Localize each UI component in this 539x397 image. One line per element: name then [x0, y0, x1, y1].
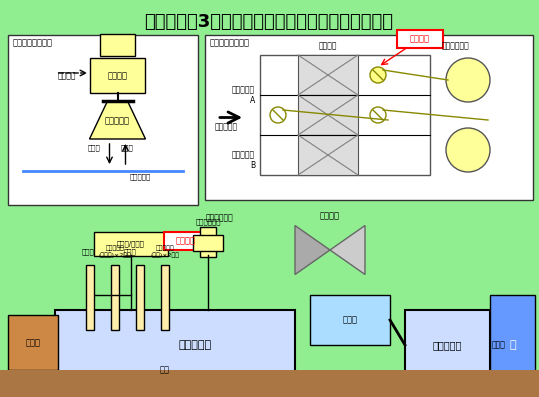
Text: 受信波: 受信波 [121, 144, 133, 150]
Text: 冷却槽: 冷却槽 [342, 316, 357, 324]
Bar [8, 315, 58, 370]
Polygon shape [89, 101, 146, 139]
Text: 水面で反射: 水面で反射 [129, 173, 151, 179]
Text: タービン: タービン [320, 211, 340, 220]
Text: 流水: 流水 [160, 366, 170, 374]
Text: 除塵装置: 除塵装置 [319, 41, 337, 50]
Text: アンテナ部: アンテナ部 [105, 116, 130, 125]
Bar [298, 55, 358, 95]
FancyBboxPatch shape [164, 232, 208, 250]
Text: 水位検出器概要図: 水位検出器概要図 [13, 38, 53, 47]
Bar [55, 310, 295, 380]
Text: 水位検出器
(共有)×2系統: 水位検出器 (共有)×2系統 [150, 246, 179, 258]
Circle shape [270, 107, 286, 123]
Bar [298, 95, 358, 135]
Circle shape [370, 107, 386, 123]
FancyBboxPatch shape [94, 232, 168, 256]
Bar [193, 235, 223, 251]
Text: 循環水ポンプ: 循環水ポンプ [441, 41, 469, 50]
Text: 放水ピット: 放水ピット [433, 340, 462, 350]
Bar [136, 265, 144, 330]
Text: 水位検出器
(上流側)×2系統: 水位検出器 (上流側)×2系統 [99, 246, 132, 258]
Text: 変換器/記録計: 変換器/記録計 [117, 241, 145, 247]
FancyBboxPatch shape [397, 30, 443, 48]
Text: 取水ピット
A: 取水ピット A [232, 85, 255, 105]
Text: 防虫器: 防虫器 [81, 249, 94, 255]
Bar [200, 227, 216, 257]
FancyBboxPatch shape [90, 58, 145, 93]
Text: 取水ピット
B: 取水ピット B [232, 150, 255, 170]
FancyBboxPatch shape [8, 35, 198, 205]
Circle shape [446, 128, 490, 172]
Text: 伊方発電所3号機　取水ピット水位計まわり概略図: 伊方発電所3号機 取水ピット水位計まわり概略図 [144, 13, 393, 31]
Text: 着護水ポンプ: 着護水ポンプ [195, 218, 221, 225]
Text: 着護水ポンプ: 着護水ポンプ [206, 213, 234, 222]
Text: 整合器: 整合器 [123, 249, 136, 255]
Bar [111, 265, 119, 330]
Text: 当該箇所: 当該箇所 [176, 237, 196, 245]
Text: 送信波: 送信波 [87, 144, 100, 150]
Bar [0, 215, 539, 397]
Text: 取水ピット: 取水ピット [178, 340, 212, 350]
Text: アンプ部: アンプ部 [107, 71, 128, 80]
Bar [310, 295, 390, 345]
Bar [405, 310, 490, 380]
Bar [0, 370, 539, 397]
Bar [298, 135, 358, 175]
Circle shape [446, 58, 490, 102]
Bar [490, 295, 535, 395]
Polygon shape [295, 225, 330, 274]
FancyBboxPatch shape [205, 35, 533, 200]
Text: 取水ピット平面図: 取水ピット平面図 [210, 38, 250, 47]
Text: 取水口: 取水口 [25, 338, 40, 347]
Text: 放流口: 放流口 [492, 341, 506, 349]
Text: 当該箇所: 当該箇所 [410, 35, 430, 44]
Bar [260, 55, 430, 175]
Bar [161, 265, 169, 330]
Circle shape [370, 67, 386, 83]
Text: 海: 海 [509, 340, 516, 350]
Text: 水位信号: 水位信号 [58, 71, 77, 80]
Bar [86, 265, 94, 330]
Polygon shape [330, 225, 365, 274]
FancyBboxPatch shape [100, 34, 135, 56]
Text: 海水の流れ: 海水の流れ [215, 123, 238, 131]
